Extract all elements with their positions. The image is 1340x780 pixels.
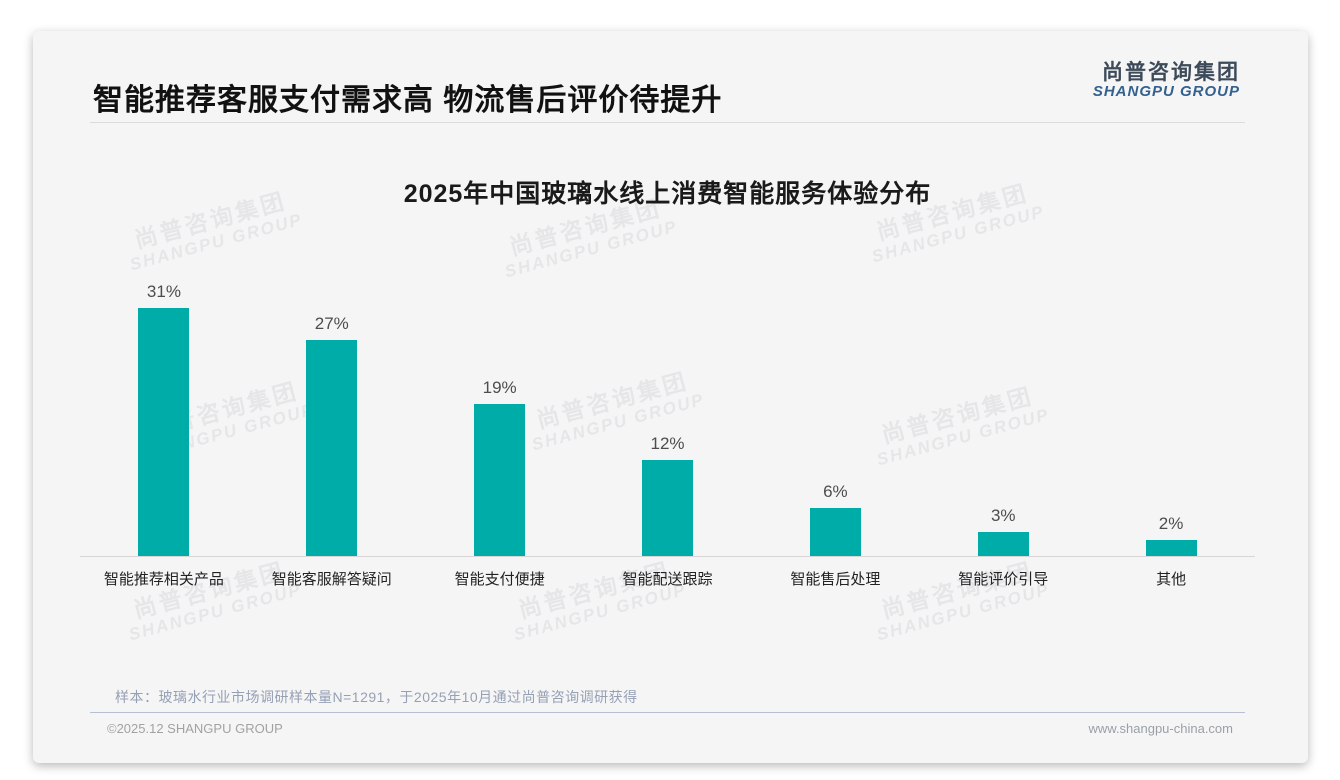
category-label: 智能配送跟踪: [622, 571, 713, 588]
bar-column: 3%: [919, 276, 1087, 556]
bar: [138, 308, 190, 556]
category-label: 其他: [1156, 571, 1187, 588]
bar-column: 31%: [80, 276, 248, 556]
watermark-en-text: SHANGPU GROUP: [511, 580, 689, 645]
chart-title: 2025年中国玻璃水线上消费智能服务体验分布: [403, 180, 932, 208]
bar: [642, 460, 693, 556]
bar: [1145, 540, 1197, 556]
x-axis-line: [80, 556, 1255, 557]
bar-value-label: 19%: [482, 378, 517, 397]
watermark-en-text: SHANGPU GROUP: [126, 580, 304, 645]
bar-chart-plot-area: 31% 27% 19% 12% 6% 3% 2%: [80, 276, 1255, 556]
watermark-en-text: SHANGPU GROUP: [874, 580, 1052, 645]
sample-note: 样本：玻璃水行业市场调研样本量N=1291，于2025年10月通过尚普咨询调研获…: [115, 689, 638, 705]
watermark-en-text: SHANGPU GROUP: [127, 210, 305, 275]
bar-column: 12%: [584, 276, 752, 556]
slide-card: 尚普咨询集团 SHANGPU GROUP 尚普咨询集团 SHANGPU GROUP 尚普…: [33, 31, 1308, 763]
copyright-text: ©2025.12 SHANGPU GROUP: [107, 721, 283, 736]
footer: ©2025.12 SHANGPU GROUP www.shangpu-china…: [107, 721, 1233, 736]
bar-value-label: 2%: [1158, 514, 1184, 533]
title-divider: [90, 122, 1245, 123]
bar-column: 6%: [751, 276, 919, 556]
x-axis-category-labels: 智能推荐相关产品 智能客服解答疑问 智能支付便捷 智能配送跟踪 智能售后处理 智能评价引导…: [80, 568, 1255, 589]
watermark-cn-text: 尚普咨询集团: [130, 557, 289, 624]
watermark-en-text: SHANGPU GROUP: [869, 202, 1047, 267]
category-label: 智能客服解答疑问: [271, 571, 392, 588]
logo-en-text: SHANGPU GROUP: [1092, 83, 1240, 101]
bar: [306, 340, 358, 556]
bar-column: 19%: [416, 276, 584, 556]
bar-column: 27%: [248, 276, 416, 556]
bar: [809, 508, 861, 556]
bar: [977, 532, 1029, 556]
category-label: 智能售后处理: [790, 571, 881, 588]
logo-cn-text: 尚普咨询集团: [1102, 61, 1240, 84]
website-url: www.shangpu-china.com: [1088, 721, 1233, 736]
bar-value-label: 12%: [650, 434, 685, 453]
bar-value-label: 27%: [314, 314, 349, 333]
watermark-cn-text: 尚普咨询集团: [878, 557, 1037, 624]
bar: [474, 404, 526, 556]
footer-divider: [90, 712, 1245, 713]
slide-title: 智能推荐客服支付需求高 物流售后评价待提升: [93, 84, 723, 117]
category-label: 智能评价引导: [958, 571, 1049, 588]
category-label: 智能推荐相关产品: [103, 571, 224, 588]
bar-value-label: 3%: [990, 506, 1016, 525]
watermark-en-text: SHANGPU GROUP: [502, 217, 680, 282]
bar-column: 2%: [1087, 276, 1255, 556]
logo: 尚普咨询集团 SHANGPU GROUP: [1093, 61, 1240, 101]
watermark-cn-text: 尚普咨询集团: [515, 557, 674, 624]
bar-value-label: 31%: [146, 282, 181, 301]
bar-value-label: 6%: [823, 482, 848, 501]
category-label: 智能支付便捷: [454, 571, 545, 588]
